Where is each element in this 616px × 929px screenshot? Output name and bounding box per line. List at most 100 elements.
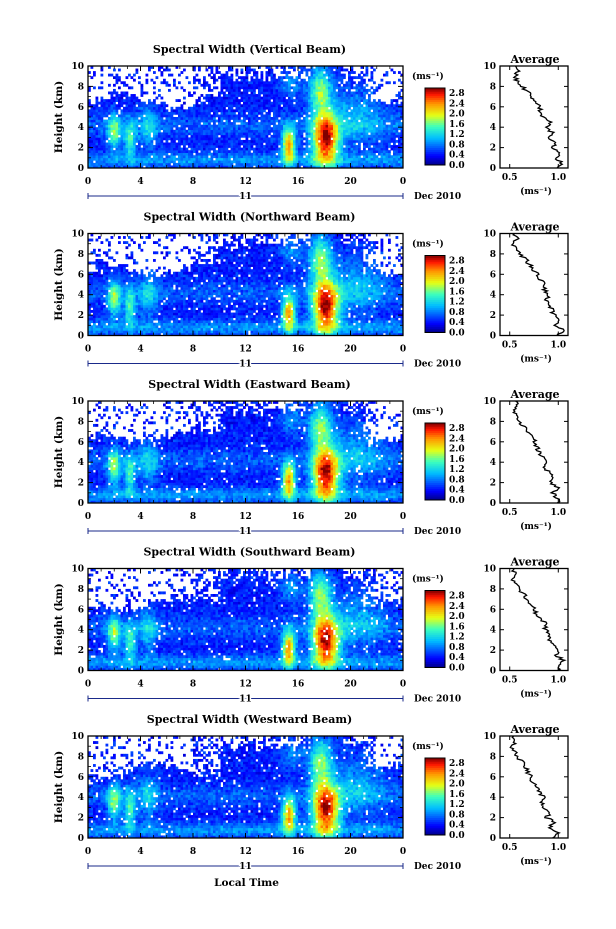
y-tick-label: 8: [78, 417, 84, 427]
profile-title: Average: [509, 53, 559, 66]
profile-x-label: (ms⁻¹): [520, 521, 552, 532]
x-tick-label: 20: [344, 680, 357, 690]
colorbar-tick-label: 0.0: [449, 329, 465, 339]
x-tick-label: 4: [137, 512, 143, 522]
colorbar-tick-label: 2.8: [449, 424, 465, 434]
colorbar-tick-label: 1.6: [449, 120, 465, 130]
profile-y-tick-label: 4: [490, 123, 496, 133]
colorbar-tick-label: 0.4: [449, 821, 465, 831]
colorbar-tick-label: 1.2: [449, 800, 465, 810]
average-profile: Average 0 2 4 6 8 10 0.5 1.0 (ms⁻¹): [483, 221, 569, 365]
y-tick-label: 4: [78, 291, 84, 301]
x-tick-label: 0: [400, 512, 406, 522]
x-tick-label: 0: [400, 680, 406, 690]
y-tick-label: 10: [71, 565, 84, 575]
x-tick-label: 8: [190, 847, 196, 857]
colorbar-tick-label: 2.8: [449, 759, 465, 769]
x-tick-label: 0: [85, 177, 91, 187]
colorbar-tick-label: 1.2: [449, 633, 465, 643]
colorbar-unit: (ms⁻¹): [412, 574, 444, 585]
x-tick-label: 12: [239, 345, 252, 355]
colorbar: [424, 590, 446, 668]
colorbar-tick-label: 2.4: [449, 267, 465, 277]
x-tick-label: 0: [85, 847, 91, 857]
colorbar-tick-label: 2.8: [449, 89, 465, 99]
panel-title: Spectral Width (Eastward Beam): [148, 378, 350, 391]
x-tick-label: 4: [137, 847, 143, 857]
x-tick-label: 0: [85, 345, 91, 355]
x-tick-label: 0: [400, 345, 406, 355]
colorbar-frame: [424, 87, 446, 166]
colorbar-unit: (ms⁻¹): [412, 741, 444, 752]
average-profile: Average 0 2 4 6 8 10 0.5 1.0 (ms⁻¹): [483, 723, 569, 867]
day-label: 11: [239, 360, 252, 370]
x-tick-label: 8: [190, 345, 196, 355]
colorbar-tick-label: 2.8: [449, 592, 465, 602]
colorbar-tick-label: 2.0: [449, 612, 465, 622]
profile-y-tick-label: 2: [490, 814, 496, 824]
day-label: 11: [239, 527, 252, 537]
profile-y-tick-label: 4: [490, 291, 496, 301]
colorbar: [424, 87, 446, 166]
colorbar-tick-label: 2.4: [449, 602, 465, 612]
y-tick-label: 6: [78, 438, 84, 448]
profile-y-tick-label: 4: [490, 458, 496, 468]
y-tick-label: 6: [78, 103, 84, 113]
y-axis-label: Height (km): [53, 751, 65, 823]
y-axis-label: Height (km): [53, 81, 65, 153]
profile-y-tick-label: 10: [483, 62, 496, 72]
panel-title: Spectral Width (Southward Beam): [143, 546, 355, 559]
panel-1: Spectral Width (Vertical Beam) 0 2 4 6 8 10 0 4 8…: [53, 43, 569, 204]
y-tick-label: 8: [78, 250, 84, 260]
y-tick-label: 2: [78, 479, 84, 489]
colorbar-tick-label: 0.0: [449, 496, 465, 506]
profile-x-tick-label: 0.5: [502, 341, 518, 351]
y-tick-label: 4: [78, 458, 84, 468]
colorbar-tick-label: 2.0: [449, 110, 465, 120]
colorbar-tick-label: 2.4: [449, 434, 465, 444]
profile-title: Average: [509, 388, 559, 401]
profile-x-label: (ms⁻¹): [520, 689, 552, 700]
date-label: Dec 2010: [414, 527, 461, 537]
y-tick-label: 8: [78, 82, 84, 92]
colorbar-unit: (ms⁻¹): [412, 71, 444, 82]
profile-y-tick-label: 10: [483, 397, 496, 407]
x-tick-label: 0: [400, 177, 406, 187]
x-tick-label: 12: [239, 512, 252, 522]
colorbar-tick-label: 0.0: [449, 831, 465, 841]
colorbar-tick-label: 1.2: [449, 298, 465, 308]
profile-y-tick-label: 10: [483, 732, 496, 742]
heatmap-cells: [88, 401, 404, 504]
colorbar-tick-label: 0.8: [449, 140, 465, 150]
heatmap-cells: [88, 66, 404, 169]
heatmap-cells: [88, 233, 404, 336]
colorbar-unit: (ms⁻¹): [412, 239, 444, 250]
y-tick-label: 0: [78, 834, 84, 844]
average-profile: Average 0 2 4 6 8 10 0.5 1.0 (ms⁻¹): [483, 556, 569, 700]
colorbar-frame: [424, 255, 446, 333]
profile-y-tick-label: 8: [490, 82, 496, 92]
y-tick-label: 8: [78, 752, 84, 762]
colorbar-tick-label: 1.6: [449, 790, 465, 800]
profile-line: [509, 735, 561, 839]
x-tick-label: 16: [292, 847, 305, 857]
x-tick-label: 8: [190, 512, 196, 522]
y-tick-label: 6: [78, 773, 84, 783]
profile-x-tick-label: 1.0: [550, 843, 566, 853]
profile-y-tick-label: 0: [490, 667, 496, 677]
profile-y-tick-label: 10: [483, 230, 496, 240]
x-tick-label: 0: [400, 847, 406, 857]
y-tick-label: 0: [78, 164, 84, 174]
x-tick-label: 20: [344, 512, 357, 522]
y-tick-label: 10: [71, 397, 84, 407]
colorbar-frame: [424, 757, 446, 836]
profile-y-tick-label: 2: [490, 311, 496, 321]
x-tick-label: 20: [344, 345, 357, 355]
y-tick-label: 10: [71, 230, 84, 240]
colorbar-tick-label: 2.4: [449, 99, 465, 109]
panel-title: Spectral Width (Westward Beam): [147, 713, 352, 726]
profile-frame: [499, 232, 569, 337]
profile-x-tick-label: 0.5: [502, 508, 518, 518]
profile-y-tick-label: 0: [490, 164, 496, 174]
x-tick-label: 16: [292, 512, 305, 522]
